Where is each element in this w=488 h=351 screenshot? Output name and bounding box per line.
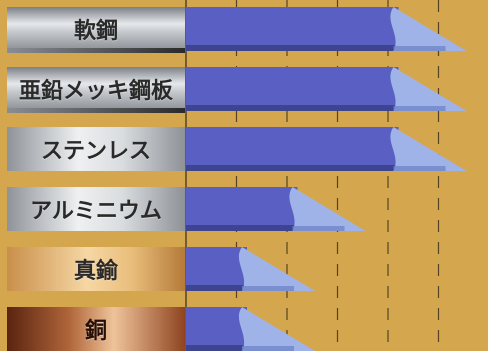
bar-tip: [390, 7, 467, 51]
category-label-copper: 銅: [7, 307, 185, 351]
bar-tip-base: [242, 346, 294, 351]
bar-tip: [289, 187, 366, 231]
bar: [186, 7, 399, 45]
bar-tip: [238, 307, 315, 351]
bar: [186, 67, 399, 105]
bar: [186, 127, 399, 165]
bar-shadow: [186, 285, 247, 291]
category-label-brass: 真鍮: [7, 247, 185, 291]
bar-tip: [390, 67, 467, 111]
category-label-galvanized-steel: 亜鉛メッキ鋼板: [7, 67, 185, 111]
category-label-stainless: ステンレス: [7, 127, 185, 171]
category-label-aluminum: アルミニウム: [7, 187, 185, 231]
bar-tip-base: [393, 106, 446, 111]
bar-shadow: [186, 105, 399, 111]
bar: [186, 187, 298, 225]
category-label-edge: [7, 48, 185, 53]
bar: [186, 247, 247, 285]
bar-tip: [390, 127, 467, 171]
category-label-mild-steel: 軟鋼: [7, 7, 185, 51]
bar-shadow: [186, 225, 298, 231]
bar-tip-base: [393, 46, 446, 51]
bar-shadow: [186, 165, 399, 171]
category-label-edge: [7, 108, 185, 113]
bar-shadow: [186, 345, 247, 351]
bar-tip: [238, 247, 315, 291]
bar-shadow: [186, 45, 399, 51]
bar: [186, 307, 247, 345]
bar-tip-base: [292, 226, 345, 231]
bar-tip-base: [393, 166, 446, 171]
bar-tip-base: [242, 286, 294, 291]
